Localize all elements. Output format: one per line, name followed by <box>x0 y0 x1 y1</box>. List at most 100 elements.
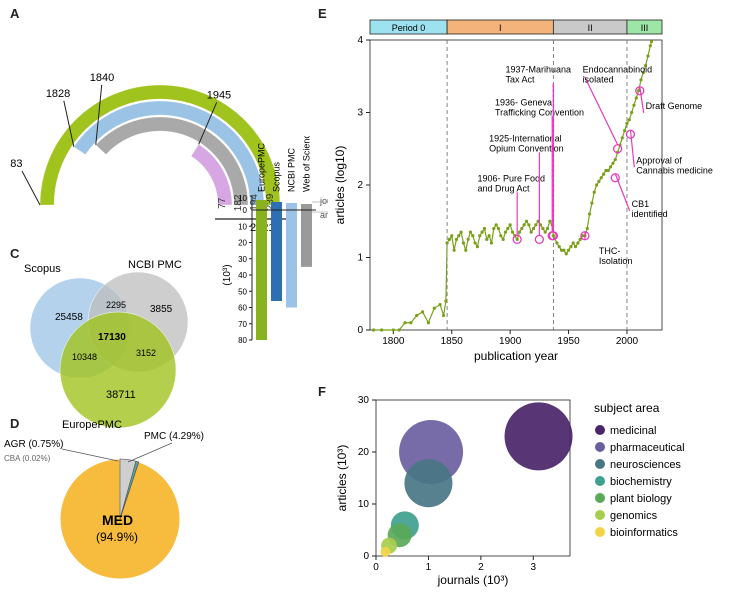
event-label: Endocannabinoid <box>583 65 653 75</box>
bar-j-NCBI_PMC <box>286 203 297 210</box>
event-label: 1906- Pure Food <box>477 173 545 183</box>
svg-text:MED: MED <box>102 512 133 528</box>
svg-text:20: 20 <box>358 447 370 458</box>
svg-text:PMC (4.29%): PMC (4.29%) <box>144 431 204 442</box>
legend-label: neurosciences <box>610 459 681 471</box>
svg-text:1800: 1800 <box>382 336 405 347</box>
svg-text:(94.9%): (94.9%) <box>96 530 138 544</box>
event-label: isolated <box>583 75 614 85</box>
svg-text:1950: 1950 <box>557 336 580 347</box>
event-label: identified <box>632 209 668 219</box>
event-label: Draft Genome <box>646 101 703 111</box>
svg-text:50: 50 <box>238 287 247 296</box>
svg-text:80: 80 <box>238 336 247 345</box>
legend-dot-plant_biology <box>595 493 605 503</box>
panel-F-label: F <box>318 384 326 399</box>
svg-text:journals (10³): journals (10³) <box>437 573 509 587</box>
svg-text:4: 4 <box>357 35 363 46</box>
event-label: Approval of <box>636 155 682 165</box>
svg-text:3: 3 <box>531 562 537 573</box>
legend-dot-neurosciences <box>595 459 605 469</box>
svg-text:20: 20 <box>238 239 247 248</box>
svg-text:Web of Science: Web of Science <box>302 136 312 192</box>
legend-dot-pharmaceutical <box>595 442 605 452</box>
panel-E-label: E <box>318 6 327 21</box>
svg-text:70: 70 <box>238 320 247 329</box>
panel-D-pie: MED (94.9%) PMC (4.29%) AGR (0.75%) CBA (0.0… <box>0 424 230 594</box>
panel-B-bars: journalsarticles1020304050607080010(10³)… <box>218 136 328 346</box>
svg-text:0: 0 <box>357 325 363 336</box>
svg-text:1: 1 <box>357 253 363 264</box>
svg-text:2: 2 <box>478 562 484 573</box>
svg-text:3152: 3152 <box>136 348 156 358</box>
svg-text:0: 0 <box>243 206 248 215</box>
svg-text:II: II <box>588 23 593 33</box>
svg-text:10: 10 <box>358 499 370 510</box>
venn-europe <box>60 312 176 428</box>
panel-F-bubbles: 01230102030journals (10³)articles (10³)s… <box>330 388 750 588</box>
svg-text:I: I <box>499 23 502 33</box>
svg-text:40: 40 <box>238 271 247 280</box>
svg-text:AGR (0.75%): AGR (0.75%) <box>4 439 63 450</box>
legend-label: bioinformatics <box>610 527 678 539</box>
svg-text:1840: 1840 <box>90 72 114 84</box>
svg-text:1: 1 <box>426 562 432 573</box>
bar-a-WebOfScience <box>301 210 312 267</box>
svg-text:3855: 3855 <box>150 304 173 315</box>
event-label: CB1 <box>632 199 650 209</box>
legend-label: plant biology <box>610 493 672 505</box>
svg-text:0: 0 <box>373 562 379 573</box>
svg-text:Scopus: Scopus <box>272 161 282 192</box>
event-label: Trafficking Convention <box>495 107 584 117</box>
svg-text:10: 10 <box>238 194 247 203</box>
svg-text:articles: articles <box>320 210 328 220</box>
bar-j-Scopus <box>271 202 282 210</box>
svg-text:30: 30 <box>238 255 247 264</box>
bar-j-EuropePMC <box>256 200 267 210</box>
event-label: THC- <box>599 246 621 256</box>
svg-text:EuropePMC: EuropePMC <box>257 142 267 192</box>
bar-j-WebOfScience <box>301 204 312 210</box>
svg-text:1828: 1828 <box>46 88 70 100</box>
svg-text:17130: 17130 <box>98 332 126 343</box>
panel-E-timeseries: Period 0IIIIII1800185019001950200001234p… <box>330 10 750 380</box>
legend-dot-genomics <box>595 510 605 520</box>
svg-text:articles (log10): articles (log10) <box>333 146 347 225</box>
svg-text:1850: 1850 <box>441 336 464 347</box>
event-label: Isolation <box>599 256 633 266</box>
svg-text:NCBI PMC: NCBI PMC <box>128 259 182 271</box>
svg-text:25458: 25458 <box>55 312 83 323</box>
svg-text:articles (10³): articles (10³) <box>335 445 349 512</box>
svg-text:2295: 2295 <box>106 300 126 310</box>
svg-text:0: 0 <box>363 551 369 562</box>
svg-text:30: 30 <box>358 395 370 406</box>
svg-text:III: III <box>641 23 649 33</box>
svg-text:10348: 10348 <box>72 352 97 362</box>
legend-dot-medicinal <box>595 425 605 435</box>
svg-text:journals: journals <box>319 196 328 206</box>
svg-text:publication year: publication year <box>474 349 558 363</box>
bar-a-NCBI_PMC <box>286 210 297 308</box>
event-label: 1925-International <box>489 134 562 144</box>
svg-text:2: 2 <box>357 180 363 191</box>
svg-text:2000: 2000 <box>616 336 639 347</box>
svg-text:CBA (0.02%): CBA (0.02%) <box>4 454 51 463</box>
legend-dot-biochemistry <box>595 476 605 486</box>
bar-a-Scopus <box>271 210 282 301</box>
svg-text:1900: 1900 <box>499 336 522 347</box>
svg-text:Scopus: Scopus <box>24 263 61 275</box>
svg-text:Period 0: Period 0 <box>392 23 426 33</box>
svg-text:60: 60 <box>238 304 247 313</box>
bar-a-EuropePMC <box>256 210 267 340</box>
svg-text:1945: 1945 <box>207 89 231 101</box>
legend-label: biochemistry <box>610 476 672 488</box>
event-label: Cannabis medicine <box>636 165 713 175</box>
event-label: and Drug Act <box>477 183 530 193</box>
panel-C-venn: ScopusNCBI PMCEuropePMC25458385538711229… <box>0 250 230 430</box>
event-label: Tax Act <box>505 75 535 85</box>
event-label: 1936- Geneva <box>495 97 552 107</box>
svg-text:1783: 1783 <box>10 158 22 170</box>
legend-label: medicinal <box>610 425 656 437</box>
bubble-neurosciences <box>404 459 452 507</box>
legend-dot-bioinformatics <box>595 527 605 537</box>
